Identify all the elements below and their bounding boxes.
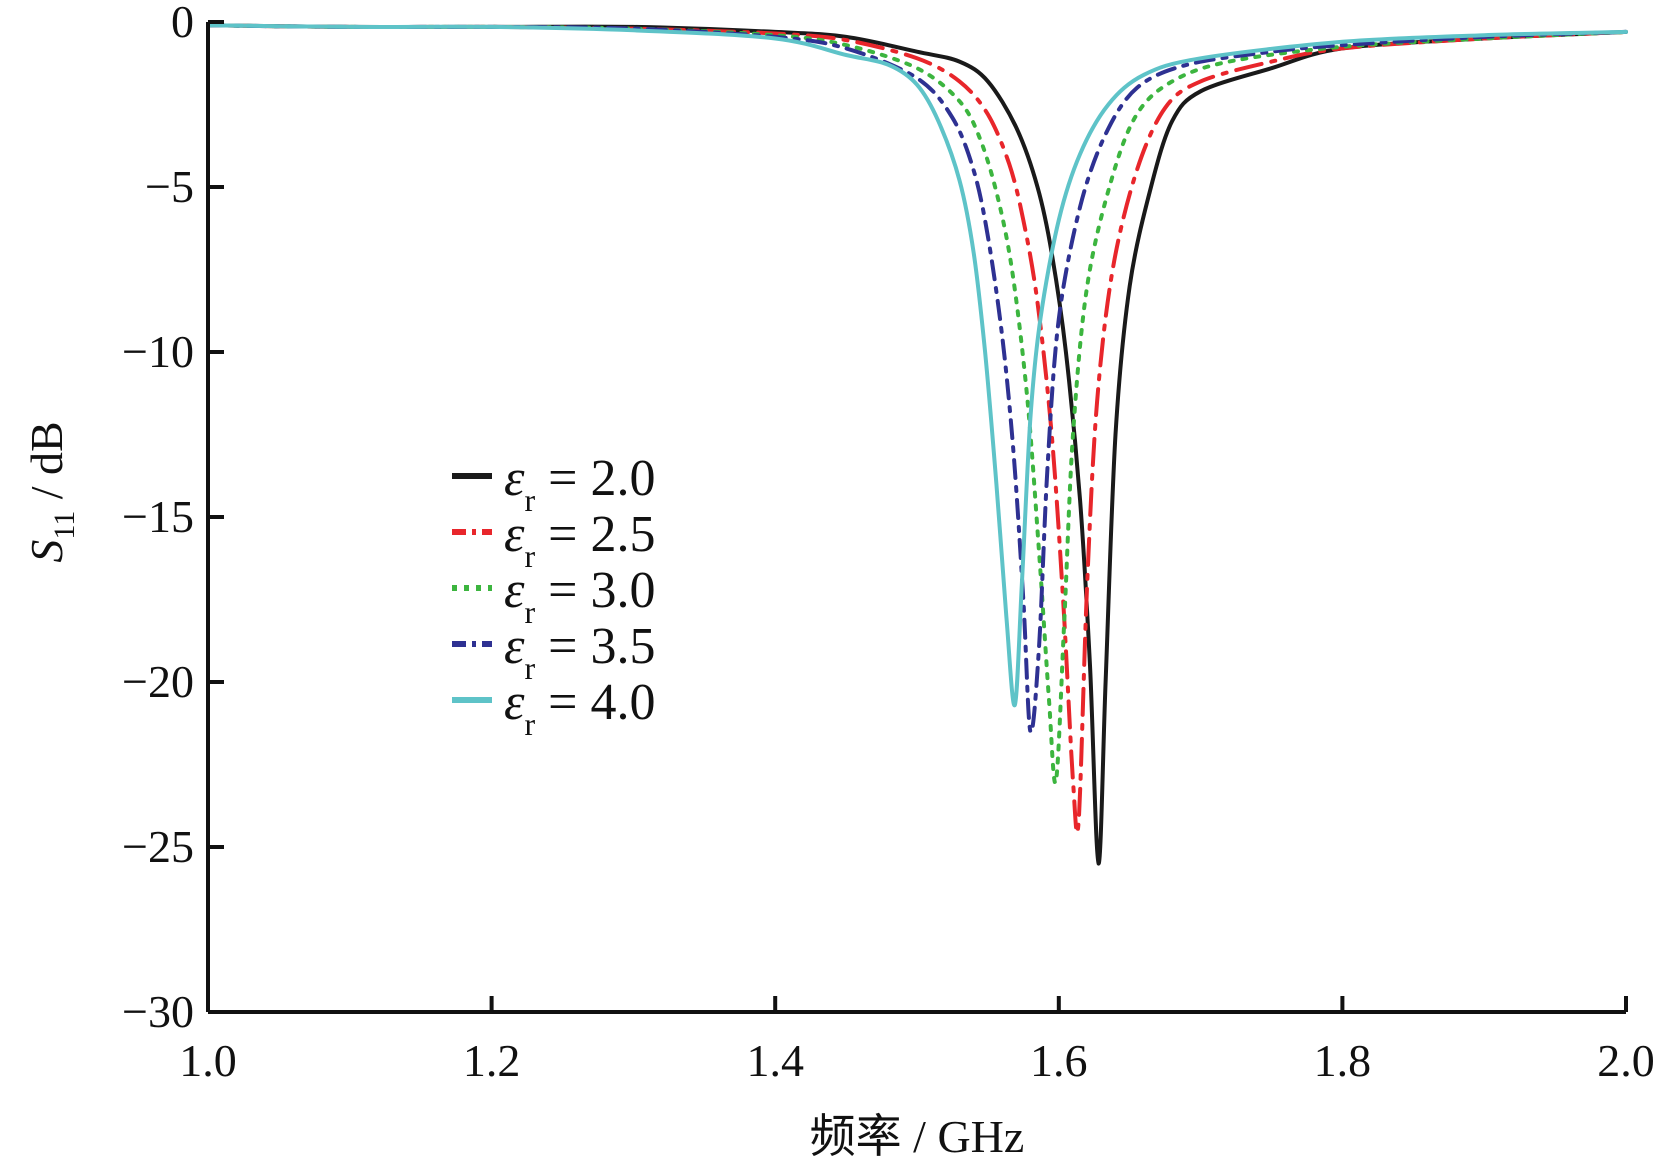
y-tick-label: −15 [122, 491, 194, 542]
x-tick-label: 1.4 [746, 1035, 804, 1086]
legend-subscript: r [525, 538, 536, 574]
legend-symbol: ε [504, 562, 525, 619]
series-line-4 [206, 23, 1628, 735]
series-line-1 [206, 23, 1628, 866]
y-tick-label: −5 [145, 161, 194, 212]
legend-subscript: r [525, 650, 536, 686]
legend-subscript: r [525, 706, 536, 742]
x-axis-title: 频率 / GHz [810, 1111, 1025, 1162]
legend-label: εr = 3.5 [504, 618, 655, 686]
y-tick-label: −20 [122, 656, 194, 707]
legend-label: εr = 4.0 [504, 674, 655, 742]
series-layer [206, 23, 1628, 866]
y-axis-title: S11 / dB [21, 421, 81, 562]
legend-symbol: ε [504, 674, 525, 731]
legend-subscript: r [525, 594, 536, 630]
legend: εr = 2.0εr = 2.5εr = 3.0εr = 3.5εr = 4.0 [452, 450, 655, 742]
legend-value: = 3.5 [535, 618, 655, 675]
legend-symbol: ε [504, 618, 525, 675]
legend-value: = 2.5 [535, 506, 655, 563]
y-axis-title-subscript: 11 [48, 511, 81, 540]
x-tick-label: 1.0 [179, 1035, 237, 1086]
legend-label: εr = 2.5 [504, 506, 655, 574]
legend-value: = 3.0 [535, 562, 655, 619]
x-tick-label: 2.0 [1597, 1035, 1655, 1086]
legend-symbol: ε [504, 506, 525, 563]
y-axis-title-unit: / dB [21, 421, 72, 510]
y-tick-label: −10 [122, 326, 194, 377]
y-tick-label: −25 [122, 821, 194, 872]
y-axis-title-symbol: S [21, 540, 72, 563]
series-line-3 [206, 23, 1628, 785]
series-line-2 [206, 23, 1628, 835]
legend-label: εr = 2.0 [504, 450, 655, 518]
x-tick-label: 1.2 [463, 1035, 521, 1086]
legend-value: = 2.0 [535, 450, 655, 507]
legend-subscript: r [525, 482, 536, 518]
y-tick-label: −30 [122, 986, 194, 1037]
tick-layer: 1.0 1.2 1.4 1.6 1.8 2.0 0 −5 −10 −15 −20 −25 −30 [122, 0, 1655, 1086]
x-tick-label: 1.6 [1030, 1035, 1088, 1086]
y-tick-label: 0 [171, 0, 194, 47]
series-line-5 [206, 23, 1628, 708]
plot-frame [206, 22, 1626, 1014]
legend-symbol: ε [504, 450, 525, 507]
legend-value: = 4.0 [535, 674, 655, 731]
x-tick-label: 1.8 [1314, 1035, 1372, 1086]
legend-label: εr = 3.0 [504, 562, 655, 630]
